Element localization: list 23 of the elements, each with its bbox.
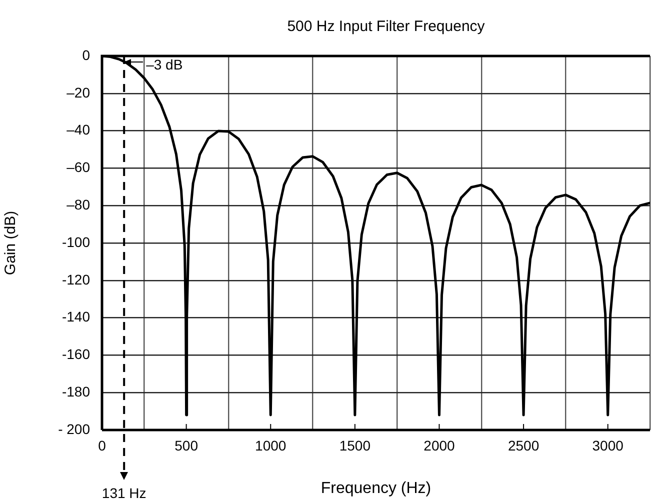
ref-line-label: 131 Hz: [102, 484, 146, 501]
y-tick-label: –40: [66, 122, 90, 138]
y-tick-label: -160: [62, 346, 90, 362]
x-tick-label: 0: [98, 437, 106, 454]
y-tick-label: -100: [62, 234, 90, 250]
x-tick-label: 2000: [424, 437, 456, 454]
chart-title: 500 Hz Input Filter Frequency: [287, 18, 486, 36]
y-axis-title: Gain (dB): [2, 210, 20, 276]
x-tick-label: 500: [174, 437, 198, 454]
x-tick-label: 1500: [339, 437, 371, 454]
y-tick-label: -120: [62, 271, 90, 288]
y-tick-label: -180: [62, 383, 90, 400]
x-tick-label: 2500: [508, 437, 540, 454]
x-tick-label: 1000: [255, 437, 286, 454]
y-tick-label: –60: [66, 159, 90, 176]
y-tick-label: - 200: [58, 420, 90, 437]
y-tick-label: –20: [66, 84, 90, 100]
x-tick-label: 3000: [592, 437, 624, 454]
x-axis-title: Frequency (Hz): [320, 480, 432, 497]
y-tick-label: –80: [66, 196, 90, 212]
y-tick-label: -140: [62, 308, 90, 325]
y-tick-label: 0: [82, 46, 90, 63]
annotation: –3 dB: [146, 56, 183, 72]
